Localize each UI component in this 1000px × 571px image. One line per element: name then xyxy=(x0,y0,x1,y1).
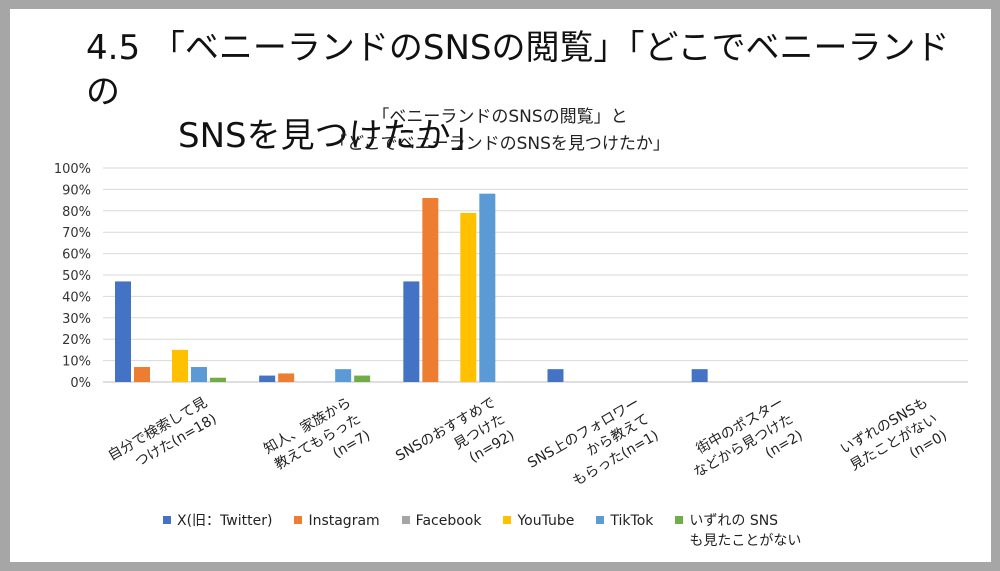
bar xyxy=(547,369,564,382)
y-tick-label: 80% xyxy=(62,205,91,220)
legend-label: TikTok xyxy=(610,513,654,529)
bar xyxy=(403,281,420,382)
y-tick-label: 10% xyxy=(62,355,91,370)
legend-item: いずれの SNS も見たことがない xyxy=(675,511,801,551)
legend-item: YouTube xyxy=(503,511,574,531)
bar xyxy=(191,367,207,382)
legend-item: Instagram xyxy=(294,511,380,531)
legend-swatch xyxy=(163,516,171,524)
bar xyxy=(210,377,226,382)
legend-label: Facebook xyxy=(415,513,482,529)
bar xyxy=(115,281,131,382)
legend-item: Facebook xyxy=(401,511,482,531)
y-tick-label: 90% xyxy=(62,183,91,198)
legend-label: いずれの SNS も見たことがない xyxy=(689,513,802,549)
legend-label: X(旧：Twitter) xyxy=(177,513,273,529)
y-tick-label: 70% xyxy=(62,226,91,241)
bar xyxy=(691,369,708,382)
slide-background xyxy=(10,9,991,562)
y-tick-label: 0% xyxy=(70,376,91,391)
bar xyxy=(259,375,276,382)
slide-title-line1: 4.5 「ベニーランドのSNSの閲覧」「どこでベニーランドの xyxy=(86,28,950,112)
legend-item: X(旧：Twitter) xyxy=(163,511,272,531)
legend-swatch xyxy=(596,516,605,524)
legend-label: YouTube xyxy=(517,513,575,529)
bar xyxy=(278,373,295,382)
y-tick-label: 60% xyxy=(62,248,91,263)
chart-title: 「ベニーランドのSNSの閲覧」と 「どこでベニーランドのSNSを見つけたか」 xyxy=(0,104,1000,158)
bar xyxy=(422,197,439,382)
chart-title-line2: 「どこでベニーランドのSNSを見つけたか」 xyxy=(330,134,670,154)
y-tick-label: 50% xyxy=(62,269,91,284)
legend-swatch xyxy=(294,516,303,524)
legend-item: TikTok xyxy=(596,511,653,531)
bar xyxy=(134,367,150,382)
y-tick-label: 40% xyxy=(62,290,91,305)
y-tick-label: 100% xyxy=(54,162,91,177)
slide-title-line2: SNSを見つけたか」 xyxy=(178,116,485,156)
bar xyxy=(479,193,496,382)
legend-swatch xyxy=(503,516,512,524)
legend-label: Instagram xyxy=(308,513,380,529)
chart-title-line1: 「ベニーランドのSNSの閲覧」と xyxy=(372,107,628,127)
legend-swatch xyxy=(401,516,410,524)
bar xyxy=(335,369,352,382)
bar xyxy=(354,375,371,382)
bar xyxy=(172,349,188,382)
legend-swatch xyxy=(675,516,684,524)
y-tick-label: 20% xyxy=(62,333,91,348)
bar xyxy=(460,212,477,382)
y-tick-label: 30% xyxy=(62,312,91,327)
chart-legend: X(旧：Twitter) Instagram Facebook YouTube TikT… xyxy=(163,511,863,551)
slide-title: 4.5 「ベニーランドのSNSの閲覧」「どこでベニーランドの SNSを見つけたか… xyxy=(86,26,966,158)
